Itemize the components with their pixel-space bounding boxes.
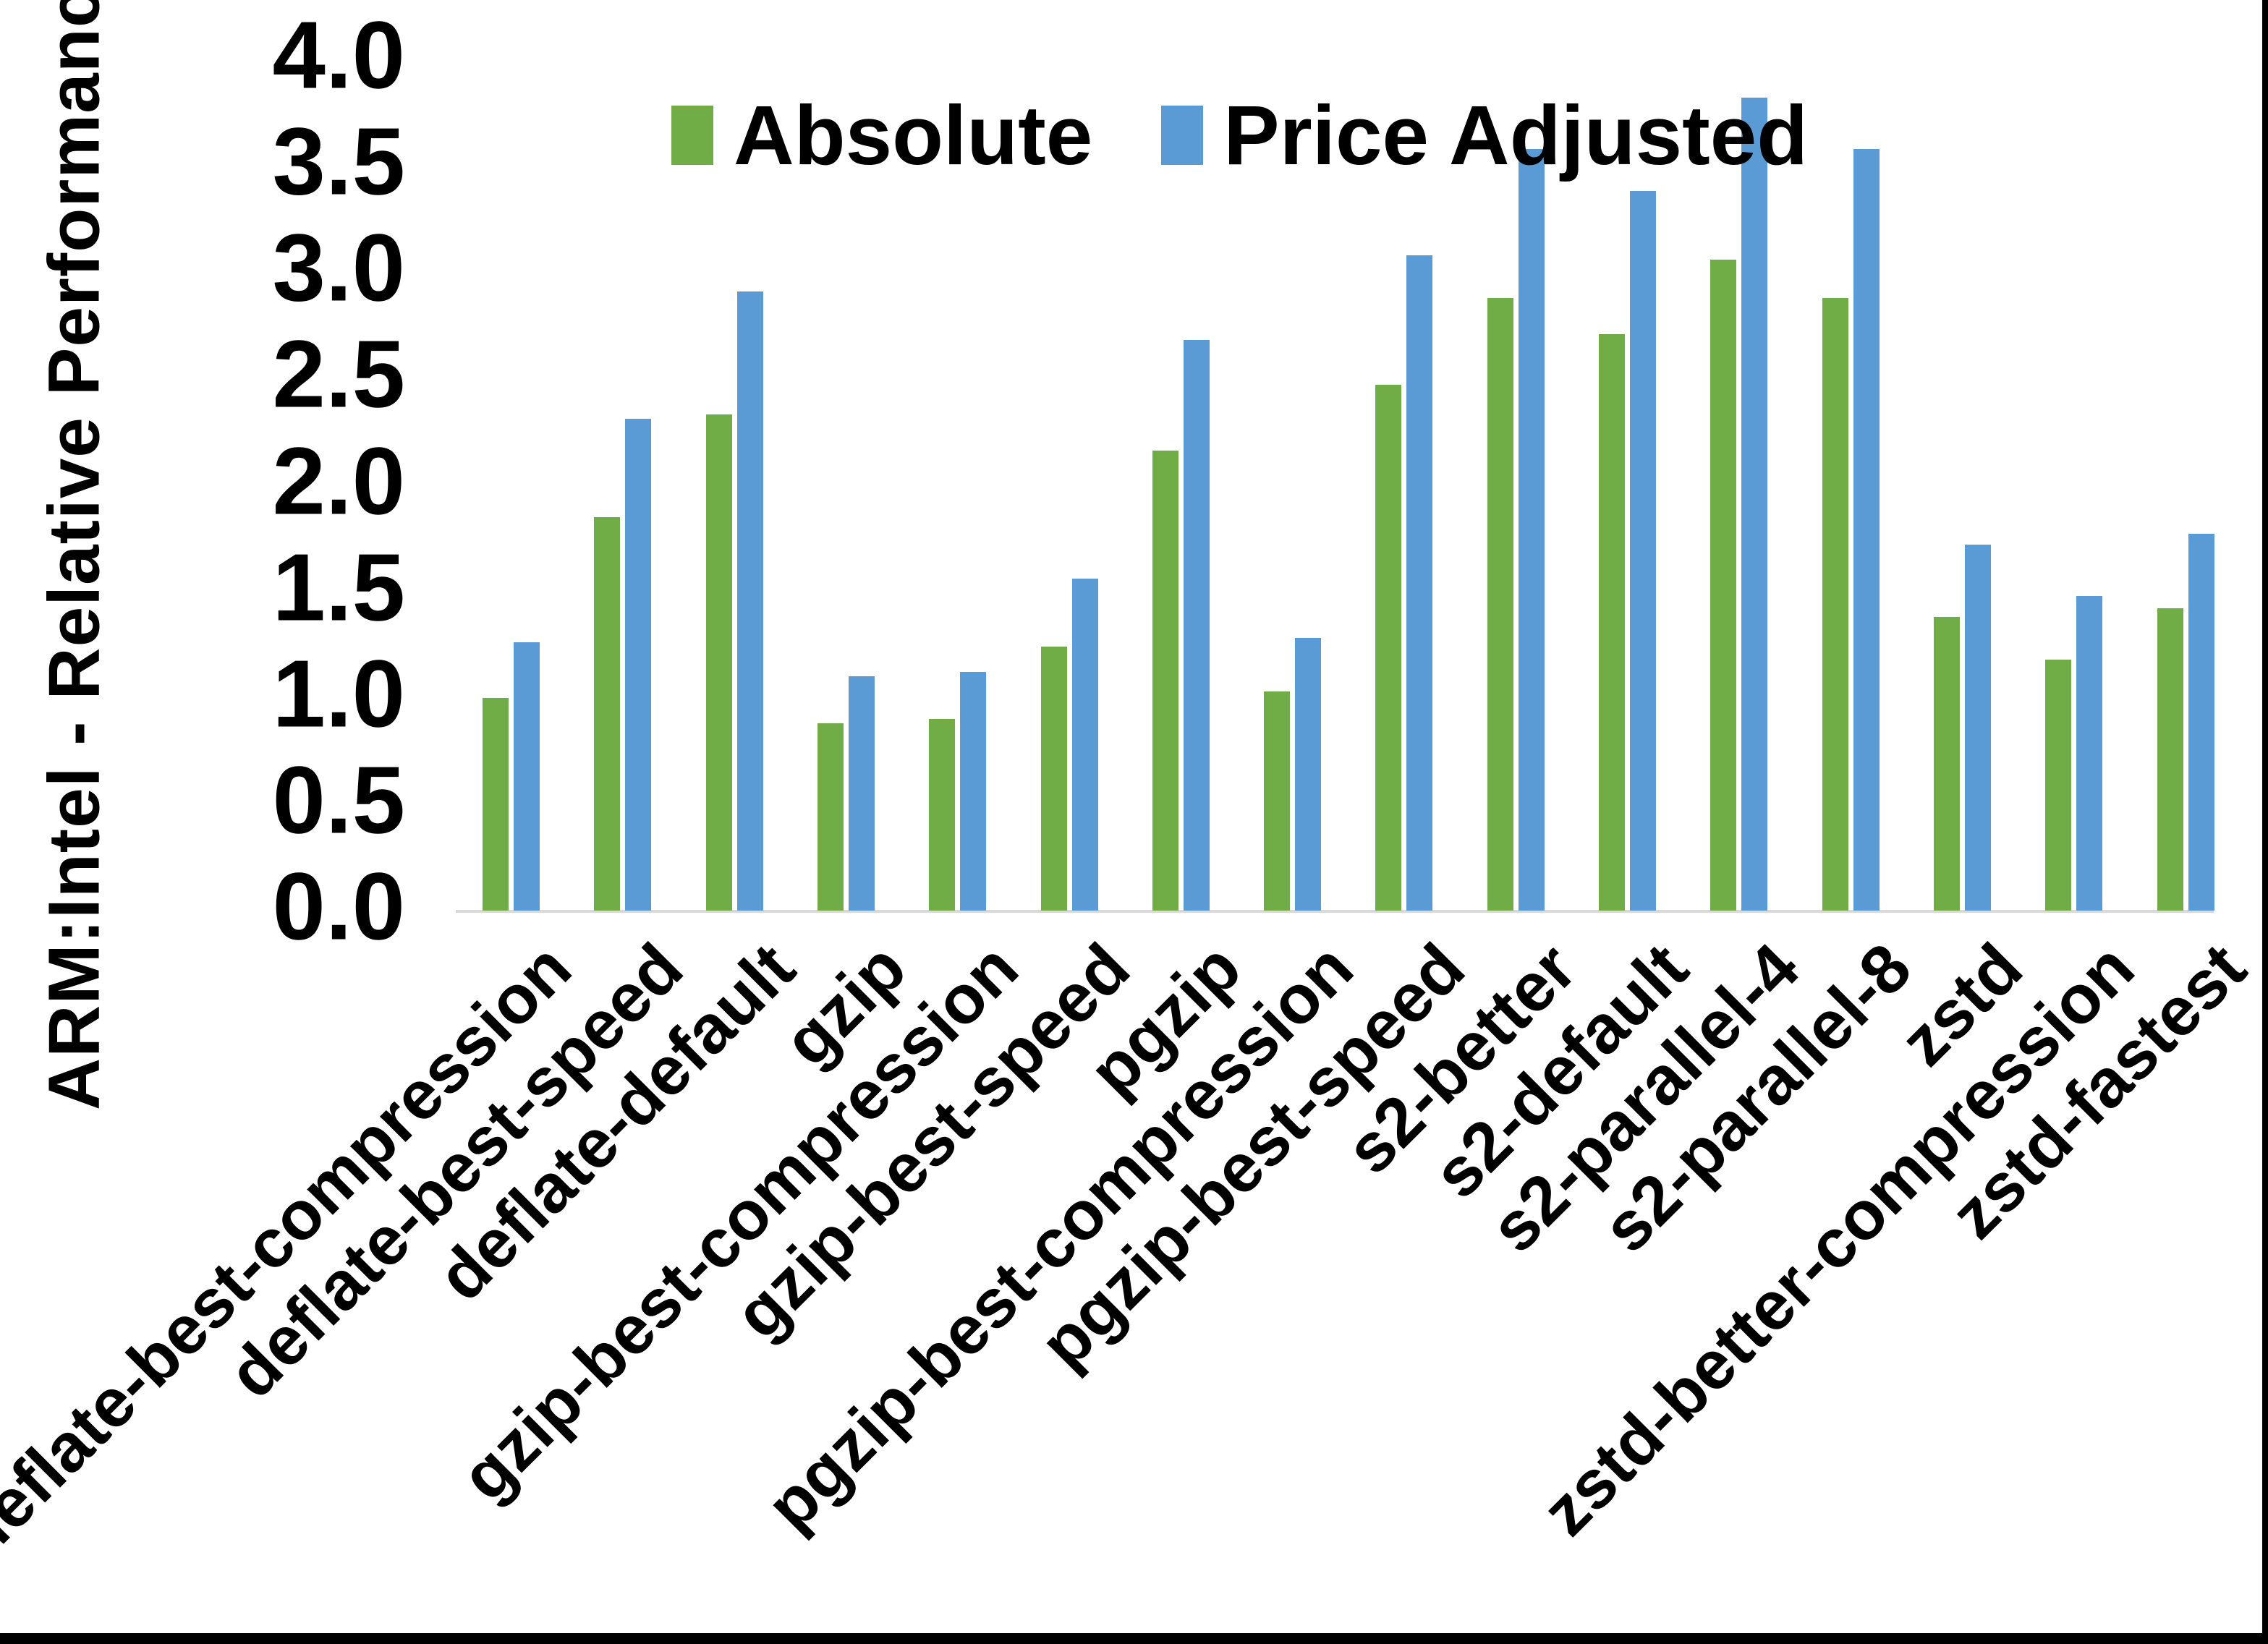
y-tick-label: 4.0 [272,1,406,108]
legend-label-absolute: Absolute [734,88,1093,182]
y-tick-label: 3.0 [272,214,406,321]
bar-price-adjusted [737,291,763,911]
bar-price-adjusted [2188,534,2214,911]
y-axis-title: ARM:Intel - Relative Performance [33,0,115,1111]
bar-absolute [1264,691,1290,911]
bar-absolute [1710,260,1736,911]
y-tick-label: 1.5 [272,534,406,641]
bar-price-adjusted [960,672,986,911]
bar-price-adjusted [625,419,651,911]
bar-price-adjusted [1295,638,1321,911]
bar-absolute [1152,451,1178,911]
y-tick-label: 1.0 [272,640,406,747]
bar-absolute [1041,647,1067,911]
bar-absolute [1599,334,1625,911]
y-tick-label: 2.5 [272,320,406,427]
bar-price-adjusted [2076,596,2102,911]
x-axis-line [456,910,2214,913]
bar-price-adjusted [514,642,540,911]
bar-price-adjusted [1853,149,1880,911]
y-tick-label: 0.5 [272,746,406,853]
bar-absolute [1375,385,1401,911]
bar-price-adjusted [1741,98,1767,911]
absolute-series-swatch [671,106,713,165]
legend-label-price-adjusted: Price Adjusted [1223,88,1809,182]
bar-price-adjusted [1072,579,1098,911]
legend-item-absolute: Absolute [671,87,1092,184]
bar-price-adjusted [849,676,875,911]
price-adjusted-series-swatch [1161,106,1204,165]
bar-absolute [1822,298,1848,911]
bar-absolute [2045,660,2071,911]
legend: Absolute Price Adjusted [671,87,1808,184]
bar-price-adjusted [1519,149,1545,911]
bar-absolute [594,517,620,911]
bar-price-adjusted [1184,340,1210,911]
bar-absolute [483,698,509,911]
legend-item-price-adjusted: Price Adjusted [1161,87,1808,184]
y-tick-label: 3.5 [272,108,406,215]
bar-absolute [706,414,732,911]
bar-price-adjusted [1630,191,1656,911]
bar-price-adjusted [1406,255,1432,911]
bar-absolute [1934,617,1960,911]
bar-absolute [929,719,955,911]
image-bottom-border [0,1633,2268,1644]
bar-price-adjusted [1965,545,1991,911]
bar-absolute [817,723,844,911]
y-tick-label: 2.0 [272,427,406,534]
y-tick-label: 0.0 [272,853,406,960]
bar-absolute [1487,298,1513,911]
bar-absolute [2157,608,2183,911]
image-right-border [2262,0,2268,1644]
